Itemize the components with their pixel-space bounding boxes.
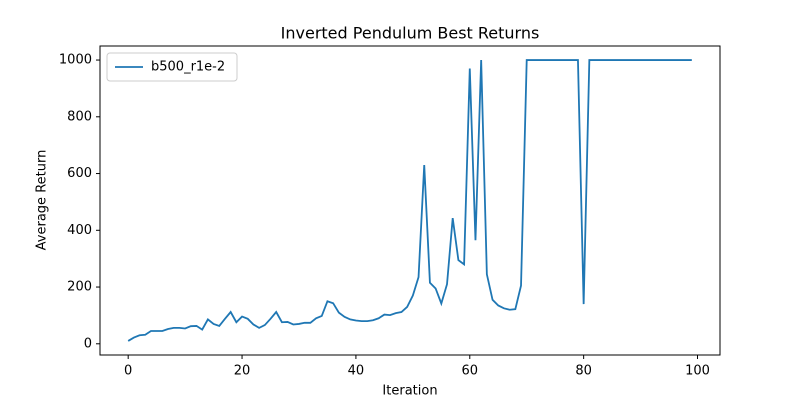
chart-title: Inverted Pendulum Best Returns [281, 24, 540, 43]
legend-box [106, 52, 238, 82]
y-tick-label: 400 [67, 223, 92, 238]
y-axis-label: Average Return [35, 150, 50, 251]
x-tick-label: 100 [685, 364, 710, 379]
y-tick-label: 200 [67, 280, 92, 295]
y-tick-label: 800 [67, 109, 92, 124]
y-tick-label: 0 [84, 336, 92, 351]
line-series [127, 59, 692, 342]
axes-frame [99, 45, 721, 356]
legend-label: b500_r1e-2 [151, 60, 225, 75]
x-axis-label: Iteration [382, 384, 437, 399]
x-tick-label: 40 [348, 364, 365, 379]
y-tick-label: 1000 [59, 53, 92, 68]
x-tick-label: 0 [124, 364, 132, 379]
y-tick-label: 600 [67, 166, 92, 181]
x-tick-label: 20 [234, 364, 251, 379]
x-tick-label: 60 [462, 364, 479, 379]
x-tick-label: 80 [575, 364, 592, 379]
